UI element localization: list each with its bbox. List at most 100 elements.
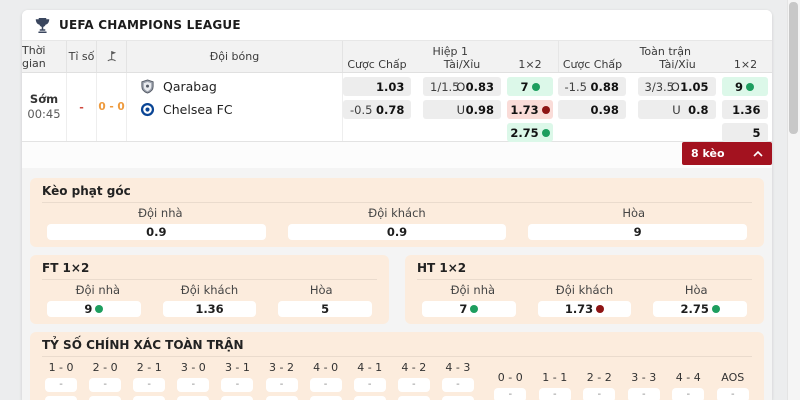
ft-1x2-draw-odds[interactable]: 5 — [721, 123, 768, 142]
correct-score-column: 2 - 2 - — [580, 371, 619, 400]
ft-1x2-away-odds[interactable]: 1.36 — [721, 100, 768, 119]
score-home-odds[interactable]: - — [441, 378, 474, 392]
more-markets-button[interactable]: 8 kèo — [682, 142, 772, 165]
subcol-handicap-ft: Cược Chấp — [562, 57, 623, 71]
score-label: 3 - 2 — [269, 361, 294, 374]
corner-draw-odds[interactable]: 9 — [528, 224, 748, 240]
score-label: 1 - 1 — [542, 371, 568, 384]
score-home-odds[interactable]: - — [133, 378, 166, 392]
ht-card-draw-odds[interactable]: 2.75 — [653, 301, 748, 317]
score-label: AOS — [721, 371, 745, 384]
corner-home-odds[interactable]: 0.9 — [47, 224, 266, 240]
score-away-odds[interactable]: - — [177, 396, 210, 400]
corner-header-home: Đội nhà — [138, 206, 183, 220]
odds-table-header: Thời gian Tỉ số Đội bóng Hiệp 1 Cược Chấ… — [22, 40, 772, 73]
ft-over-odds[interactable]: 3/3.5 O 1.05 — [637, 77, 716, 96]
score-label: 2 - 1 — [136, 361, 162, 374]
col-header-team: Đội bóng — [127, 41, 343, 72]
score-label: 4 - 0 — [313, 361, 339, 374]
away-team-row[interactable]: Chelsea FC — [140, 100, 342, 119]
h1-1x2-draw-odds[interactable]: 2.75 — [507, 123, 553, 142]
ft-under-odds[interactable]: U 0.8 — [637, 100, 716, 119]
score-draw-odds[interactable]: - — [494, 388, 527, 400]
score-away-odds[interactable]: - — [353, 396, 386, 400]
scrollbar[interactable] — [787, 0, 800, 400]
match-corner-cell: 0 - 0 — [97, 73, 127, 141]
ft-header-away: Đội khách — [180, 283, 239, 297]
correct-score-column: 1 - 1 - — [536, 371, 575, 400]
ft-1x2-card: FT 1×2 Đội nhà Đội khách Hòa 9 1.36 5 — [30, 255, 389, 324]
ht-1x2-card: HT 1×2 Đội nhà Đội khách Hòa 7 1.73 — [405, 255, 764, 324]
score-home-odds[interactable]: - — [265, 378, 298, 392]
score-away-odds[interactable]: - — [89, 396, 122, 400]
home-team-name[interactable]: Qarabag — [163, 79, 217, 94]
red-dot-icon — [596, 305, 605, 313]
h1-under-odds[interactable]: U 0.98 — [423, 100, 501, 119]
score-home-odds[interactable]: - — [177, 378, 210, 392]
green-dot-icon — [470, 305, 479, 313]
score-label: 4 - 3 — [445, 361, 471, 374]
ft-1x2-home-odds[interactable]: 9 — [721, 77, 768, 96]
subcol-1x2-ft: 1×2 — [733, 57, 758, 71]
home-team-row[interactable]: Qarabag — [140, 77, 342, 96]
ft-card-away-odds[interactable]: 1.36 — [162, 301, 257, 317]
h1-over-odds[interactable]: 1/1.5 O 0.83 — [423, 77, 501, 96]
h1-1x2-home-odds[interactable]: 7 — [507, 77, 553, 96]
score-home-odds[interactable]: - — [397, 378, 430, 392]
ft-card-home-odds[interactable]: 9 — [47, 301, 141, 317]
score-label: 3 - 3 — [631, 371, 657, 384]
score-away-odds[interactable]: - — [133, 396, 166, 400]
more-markets-label: 8 kèo — [691, 147, 725, 160]
correct-score-column: AOS - — [714, 371, 753, 400]
ft-handicap-away-odds[interactable]: 0.98 — [557, 100, 626, 119]
h1-handicap-home-odds[interactable]: 1.03 — [343, 77, 411, 96]
odds-cells: 1.03 1/1.5 O 0.83 7 -1.5 0.88 — [343, 73, 772, 142]
col-header-score: Tỉ số — [67, 41, 97, 72]
ht-card-home-odds[interactable]: 7 — [422, 301, 516, 317]
score-label: 4 - 1 — [357, 361, 383, 374]
score-away-odds[interactable]: - — [441, 396, 474, 400]
home-team-badge-icon — [141, 79, 154, 94]
subcol-1x2-h1: 1×2 — [518, 57, 542, 71]
score-draw-odds[interactable]: - — [538, 388, 571, 400]
away-team-badge-icon — [140, 102, 155, 117]
scrollbar-thumb[interactable] — [789, 2, 798, 134]
score-home-odds[interactable]: - — [45, 378, 78, 392]
corner-header-draw: Hòa — [622, 206, 646, 220]
score-away-odds[interactable]: - — [221, 396, 254, 400]
score-label: 2 - 2 — [586, 371, 612, 384]
score-away-odds[interactable]: - — [309, 396, 342, 400]
correct-score-win-columns: 1 - 0 - - 2 - 0 - - 2 - 1 - - 3 - 0 — [42, 361, 477, 400]
h1-handicap-away-odds[interactable]: -0.5 0.78 — [343, 100, 411, 119]
corner-away-odds[interactable]: 0.9 — [287, 224, 507, 240]
green-dot-icon — [541, 128, 550, 137]
green-dot-icon — [711, 305, 720, 313]
score-draw-odds[interactable]: - — [583, 388, 616, 400]
col-header-corner — [97, 41, 127, 72]
score-home-odds[interactable]: - — [221, 378, 254, 392]
score-label: 4 - 2 — [401, 361, 427, 374]
away-team-name[interactable]: Chelsea FC — [163, 102, 233, 117]
ft-card-draw-odds[interactable]: 5 — [278, 301, 373, 317]
score-home-odds[interactable]: - — [309, 378, 342, 392]
score-draw-odds[interactable]: - — [627, 388, 660, 400]
score-away-odds[interactable]: - — [265, 396, 298, 400]
subcol-handicap-h1: Cược Chấp — [347, 57, 407, 71]
ht-card-away-odds[interactable]: 1.73 — [537, 301, 632, 317]
h1-1x2-away-odds[interactable]: 1.73 — [507, 100, 553, 119]
correct-score-column: 3 - 0 - - — [174, 361, 212, 400]
ht-header-away: Đội khách — [555, 283, 614, 297]
green-dot-icon — [531, 82, 540, 91]
group-label-h1: Hiệp 1 — [432, 45, 469, 58]
green-dot-icon — [746, 82, 754, 91]
ht-header-home: Đội nhà — [450, 283, 496, 297]
score-draw-odds[interactable]: - — [716, 388, 749, 400]
score-away-odds[interactable]: - — [397, 396, 430, 400]
score-draw-odds[interactable]: - — [672, 388, 705, 400]
correct-score-title: TỶ SỐ CHÍNH XÁC TOÀN TRẬN — [42, 338, 752, 357]
score-home-odds[interactable]: - — [89, 378, 122, 392]
score-away-odds[interactable]: - — [45, 396, 78, 400]
correct-score-column: 1 - 0 - - — [42, 361, 80, 400]
ft-handicap-home-odds[interactable]: -1.5 0.88 — [557, 77, 626, 96]
score-home-odds[interactable]: - — [353, 378, 386, 392]
